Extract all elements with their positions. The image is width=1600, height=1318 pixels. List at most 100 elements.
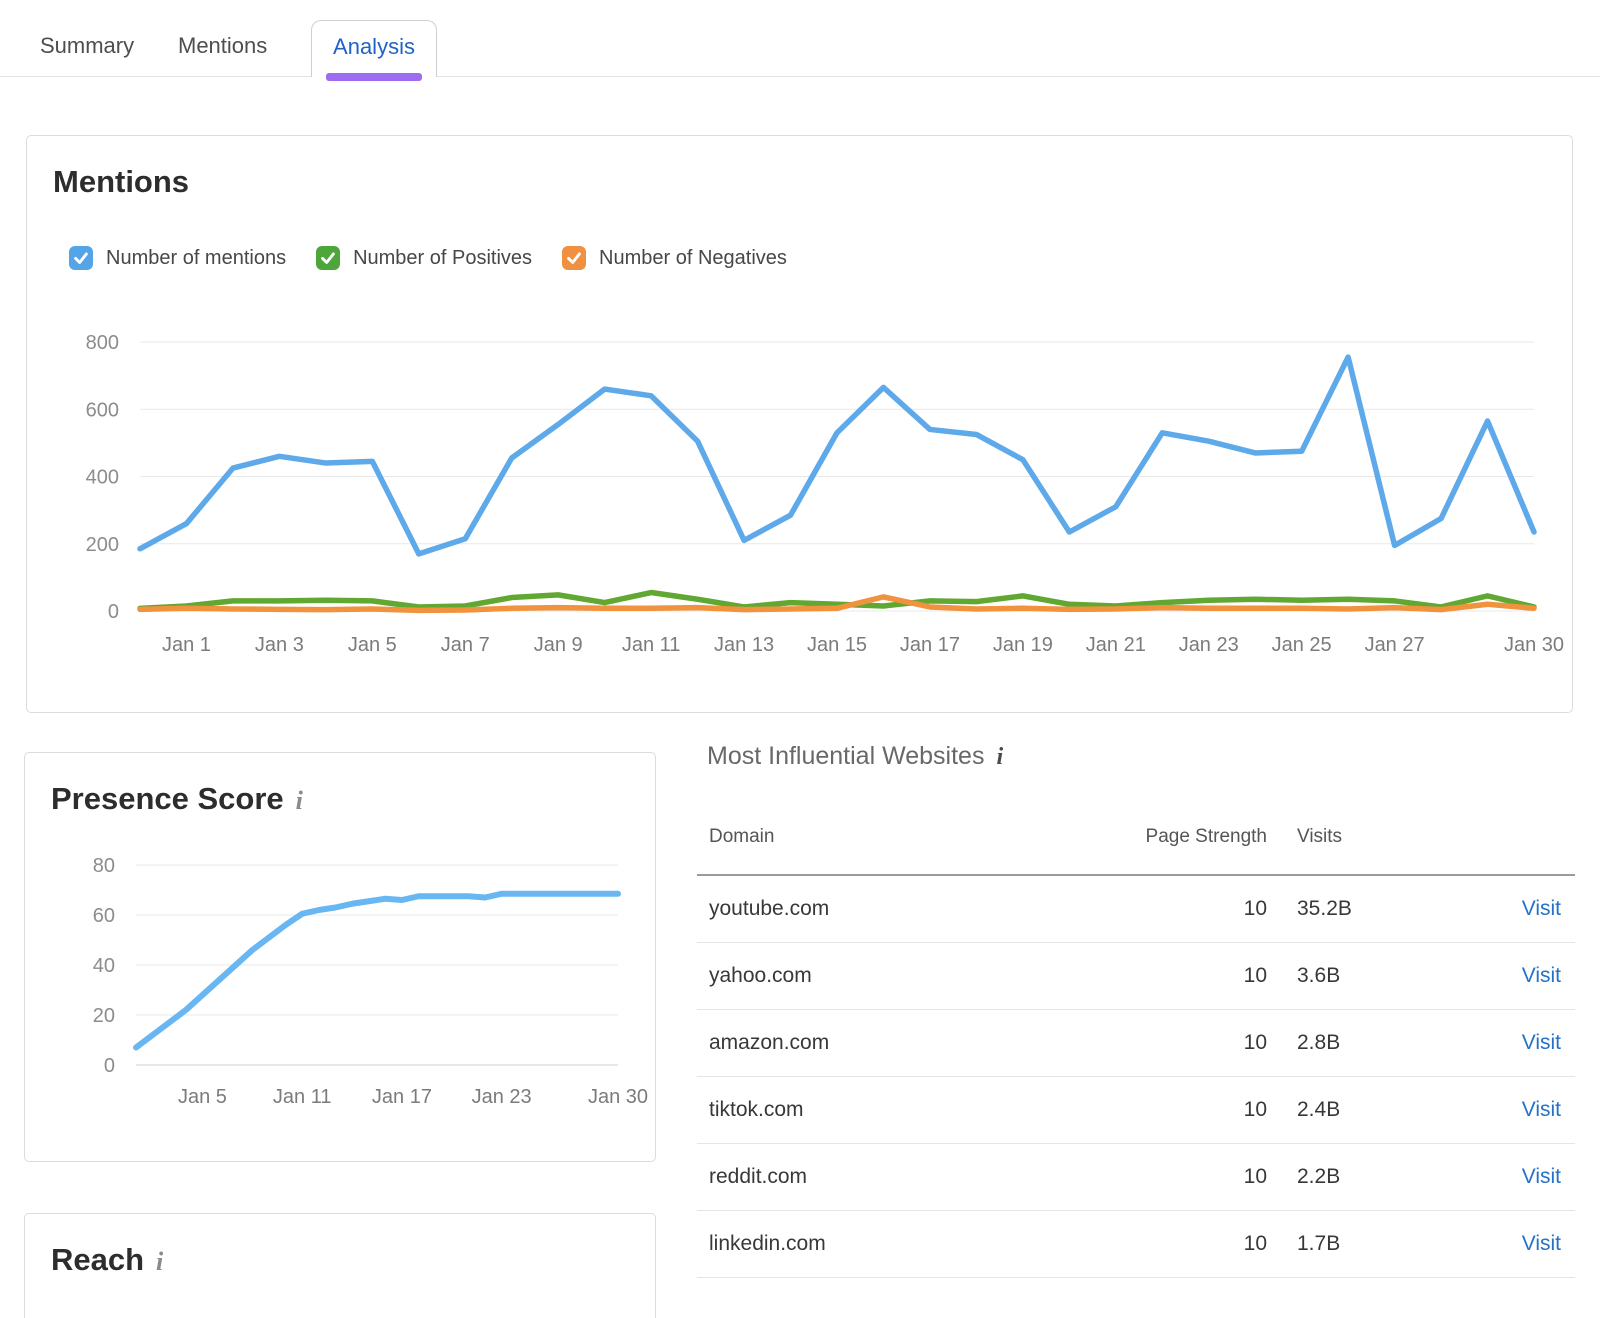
col-header-visits: Visits bbox=[1267, 826, 1457, 848]
cell-domain: reddit.com bbox=[697, 1165, 1137, 1189]
x-axis-tick-label: Jan 15 bbox=[807, 634, 867, 656]
checkmark-icon bbox=[72, 249, 90, 267]
visit-link-amazon.com[interactable]: Visit bbox=[1522, 1031, 1561, 1054]
x-axis-tick-label: Jan 5 bbox=[348, 634, 397, 656]
cell-visits: 1.7B bbox=[1267, 1232, 1457, 1256]
legend-item-1[interactable]: Number of Positives bbox=[316, 246, 532, 270]
legend-checkbox-2[interactable] bbox=[562, 246, 586, 270]
table-row-reddit.com: reddit.com102.2B Visit bbox=[697, 1144, 1575, 1211]
table-row-tiktok.com: tiktok.com102.4B Visit bbox=[697, 1077, 1575, 1144]
presence-score-card: Presence Scorei 020406080Jan 5Jan 11Jan … bbox=[24, 752, 656, 1162]
y-axis-tick-label: 800 bbox=[86, 332, 119, 354]
reach-title: Reachi bbox=[51, 1242, 163, 1278]
cell-visits: 2.2B bbox=[1267, 1165, 1457, 1189]
cell-page-strength: 10 bbox=[1137, 897, 1267, 921]
cell-page-strength: 10 bbox=[1137, 1031, 1267, 1055]
x-axis-tick-label: Jan 30 bbox=[1504, 634, 1564, 656]
cell-domain: yahoo.com bbox=[697, 964, 1137, 988]
visit-link-linkedin.com[interactable]: Visit bbox=[1522, 1232, 1561, 1255]
cell-visits: 2.4B bbox=[1267, 1098, 1457, 1122]
active-tab-underline bbox=[326, 73, 422, 81]
legend-item-2[interactable]: Number of Negatives bbox=[562, 246, 787, 270]
cell-visits: 35.2B bbox=[1267, 897, 1457, 921]
tab-bar-divider bbox=[0, 76, 1600, 77]
x-axis-tick-label: Jan 1 bbox=[162, 634, 211, 656]
cell-domain: youtube.com bbox=[697, 897, 1137, 921]
cell-domain: tiktok.com bbox=[697, 1098, 1137, 1122]
websites-title-text: Most Influential Websites bbox=[707, 742, 984, 770]
visit-link-reddit.com[interactable]: Visit bbox=[1522, 1165, 1561, 1188]
x-axis-tick-label: Jan 21 bbox=[1086, 634, 1146, 656]
mentions-card: Mentions Number of mentions Number of Pos… bbox=[26, 135, 1573, 713]
table-row-linkedin.com: linkedin.com101.7B Visit bbox=[697, 1211, 1575, 1278]
legend-label-0: Number of mentions bbox=[106, 247, 286, 270]
x-axis-tick-label: Jan 11 bbox=[273, 1086, 332, 1108]
series-line-0 bbox=[140, 357, 1534, 554]
websites-info-icon[interactable]: i bbox=[996, 744, 1003, 770]
websites-table-header: Domain Page Strength Visits bbox=[697, 826, 1575, 848]
most-influential-websites-section: Most Influential Websitesi Domain Page S… bbox=[697, 742, 1575, 771]
x-axis-tick-label: Jan 13 bbox=[714, 634, 774, 656]
cell-visits: 3.6B bbox=[1267, 964, 1457, 988]
visit-link-yahoo.com[interactable]: Visit bbox=[1522, 964, 1561, 987]
checkmark-icon bbox=[319, 249, 337, 267]
mentions-card-title: Mentions bbox=[53, 164, 189, 200]
x-axis-tick-label: Jan 3 bbox=[255, 634, 304, 656]
tab-analysis-label: Analysis bbox=[333, 34, 415, 60]
cell-page-strength: 10 bbox=[1137, 1232, 1267, 1256]
x-axis-tick-label: Jan 17 bbox=[900, 634, 960, 656]
y-axis-tick-label: 200 bbox=[86, 534, 119, 556]
mentions-legend: Number of mentions Number of Positives Num… bbox=[69, 246, 787, 270]
y-axis-tick-label: 600 bbox=[86, 399, 119, 421]
col-header-domain: Domain bbox=[697, 826, 1137, 848]
y-axis-tick-label: 400 bbox=[86, 467, 119, 489]
table-row-amazon.com: amazon.com102.8B Visit bbox=[697, 1010, 1575, 1077]
y-axis-tick-label: 40 bbox=[93, 955, 115, 977]
x-axis-tick-label: Jan 27 bbox=[1365, 634, 1425, 656]
x-axis-tick-label: Jan 11 bbox=[622, 634, 681, 656]
table-row-yahoo.com: yahoo.com103.6B Visit bbox=[697, 943, 1575, 1010]
visit-link-tiktok.com[interactable]: Visit bbox=[1522, 1098, 1561, 1121]
cell-domain: linkedin.com bbox=[697, 1232, 1137, 1256]
cell-page-strength: 10 bbox=[1137, 1098, 1267, 1122]
x-axis-tick-label: Jan 5 bbox=[178, 1086, 227, 1108]
y-axis-tick-label: 0 bbox=[108, 601, 119, 623]
mentions-line-chart: 0 200 400 600 800 Jan 1 Jan 3 Jan 5 Jan 7 Jan 9 Ja… bbox=[27, 296, 1572, 696]
reach-title-text: Reach bbox=[51, 1242, 144, 1277]
col-header-page-strength: Page Strength bbox=[1137, 826, 1267, 848]
x-axis-tick-label: Jan 25 bbox=[1272, 634, 1332, 656]
tab-mentions[interactable]: Mentions bbox=[178, 33, 267, 59]
presence-score-line-chart: 0 20 40 60 80 Jan 5 Jan 11 Jan 17 Jan 23 Jan 30 bbox=[25, 753, 655, 1161]
websites-table-body: youtube.com1035.2BVisityahoo.com103.6BVi… bbox=[697, 876, 1575, 1278]
legend-checkbox-1[interactable] bbox=[316, 246, 340, 270]
x-axis-tick-label: Jan 23 bbox=[1179, 634, 1239, 656]
x-axis-tick-label: Jan 17 bbox=[372, 1086, 432, 1108]
tab-analysis[interactable]: Analysis bbox=[311, 20, 437, 77]
websites-title: Most Influential Websites i bbox=[697, 742, 1575, 771]
reach-card: Reachi bbox=[24, 1213, 656, 1318]
x-axis-tick-label: Jan 30 bbox=[588, 1086, 648, 1108]
cell-page-strength: 10 bbox=[1137, 1165, 1267, 1189]
y-axis-tick-label: 20 bbox=[93, 1005, 115, 1027]
y-axis-tick-label: 80 bbox=[93, 855, 115, 877]
reach-info-icon[interactable]: i bbox=[156, 1247, 163, 1276]
y-axis-tick-label: 0 bbox=[104, 1055, 115, 1077]
checkmark-icon bbox=[565, 249, 583, 267]
cell-page-strength: 10 bbox=[1137, 964, 1267, 988]
x-axis-tick-label: Jan 9 bbox=[534, 634, 583, 656]
y-axis-tick-label: 60 bbox=[93, 905, 115, 927]
legend-checkbox-0[interactable] bbox=[69, 246, 93, 270]
x-axis-tick-label: Jan 23 bbox=[472, 1086, 532, 1108]
tab-summary[interactable]: Summary bbox=[40, 33, 134, 59]
legend-label-1: Number of Positives bbox=[353, 247, 532, 270]
analysis-page: Summary Mentions Analysis Mentions Numbe… bbox=[0, 0, 1600, 1318]
legend-label-2: Number of Negatives bbox=[599, 247, 787, 270]
legend-item-0[interactable]: Number of mentions bbox=[69, 246, 286, 270]
series-line-0 bbox=[136, 894, 618, 1048]
x-axis-tick-label: Jan 7 bbox=[441, 634, 490, 656]
tab-bar: Summary Mentions Analysis bbox=[0, 0, 1600, 78]
cell-visits: 2.8B bbox=[1267, 1031, 1457, 1055]
table-row-youtube.com: youtube.com1035.2B Visit bbox=[697, 876, 1575, 943]
visit-link-youtube.com[interactable]: Visit bbox=[1522, 897, 1561, 920]
cell-domain: amazon.com bbox=[697, 1031, 1137, 1055]
